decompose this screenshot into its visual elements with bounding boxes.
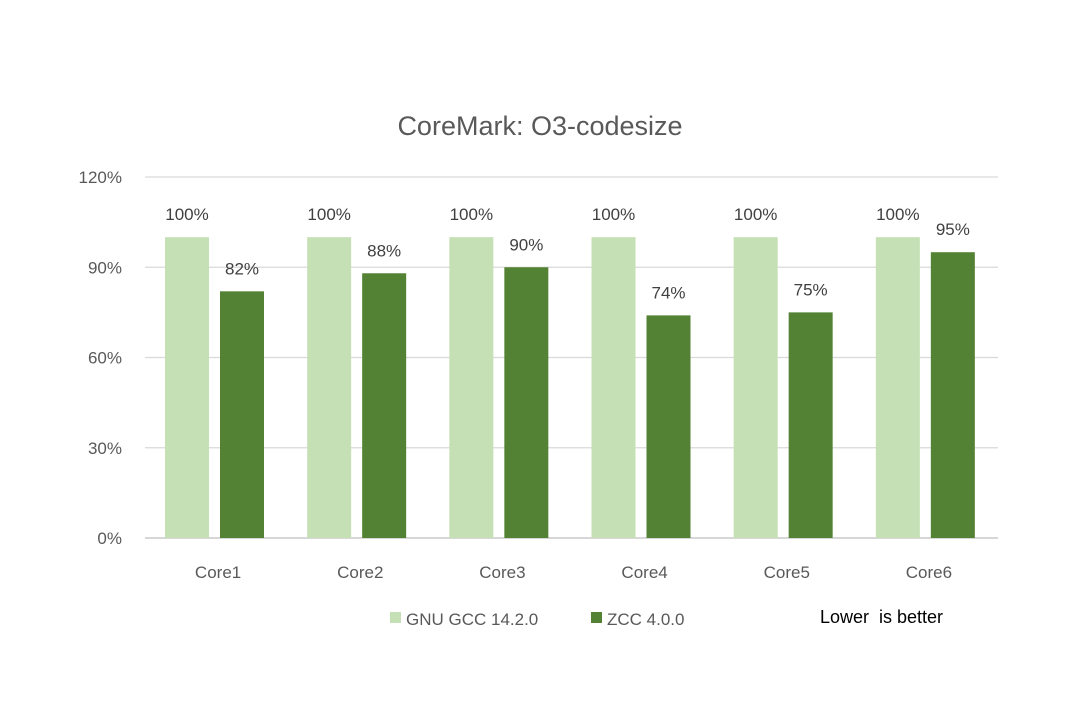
data-label: 100% (734, 205, 777, 224)
data-label: 90% (509, 235, 543, 254)
data-label: 75% (794, 280, 828, 299)
data-label: 100% (307, 205, 350, 224)
bar-zcc-core4 (646, 315, 691, 538)
bar-zcc-core3 (504, 267, 549, 538)
data-label: 100% (592, 205, 635, 224)
y-tick-label: 60% (88, 349, 122, 368)
chart-title: CoreMark: O3-codesize (397, 111, 682, 141)
bar-zcc-core1 (220, 291, 264, 538)
legend-swatch-zcc (591, 612, 602, 623)
y-tick-label: 90% (88, 258, 122, 277)
x-tick-label: Core1 (195, 563, 241, 582)
x-tick-label: Core5 (764, 563, 810, 582)
y-tick-label: 0% (97, 529, 122, 548)
x-tick-label: Core6 (906, 563, 952, 582)
legend-label-gcc: GNU GCC 14.2.0 (406, 610, 538, 629)
bar-zcc-core2 (362, 273, 407, 538)
legend-swatch-gcc (390, 612, 401, 623)
bar-gcc-core3 (449, 237, 494, 538)
bar-gcc-core1 (165, 237, 209, 538)
data-label: 100% (165, 205, 208, 224)
x-tick-label: Core4 (621, 563, 667, 582)
annotation-lower-is-better: Lower is better (820, 607, 943, 627)
data-label: 95% (936, 220, 970, 239)
data-label: 100% (450, 205, 493, 224)
data-label: 100% (876, 205, 919, 224)
legend-label-zcc: ZCC 4.0.0 (607, 610, 684, 629)
y-tick-label: 120% (79, 168, 122, 187)
bar-zcc-core6 (930, 252, 975, 539)
x-tick-label: Core2 (337, 563, 383, 582)
data-label: 88% (367, 241, 401, 260)
bar-zcc-core5 (788, 312, 833, 538)
data-label: 74% (651, 283, 685, 302)
bar-gcc-core5 (733, 237, 778, 538)
x-tick-label: Core3 (479, 563, 525, 582)
y-tick-label: 30% (88, 439, 122, 458)
bar-gcc-core2 (307, 237, 352, 538)
bar-gcc-core6 (875, 237, 920, 538)
bar-gcc-core4 (591, 237, 636, 538)
data-label: 82% (225, 259, 259, 278)
